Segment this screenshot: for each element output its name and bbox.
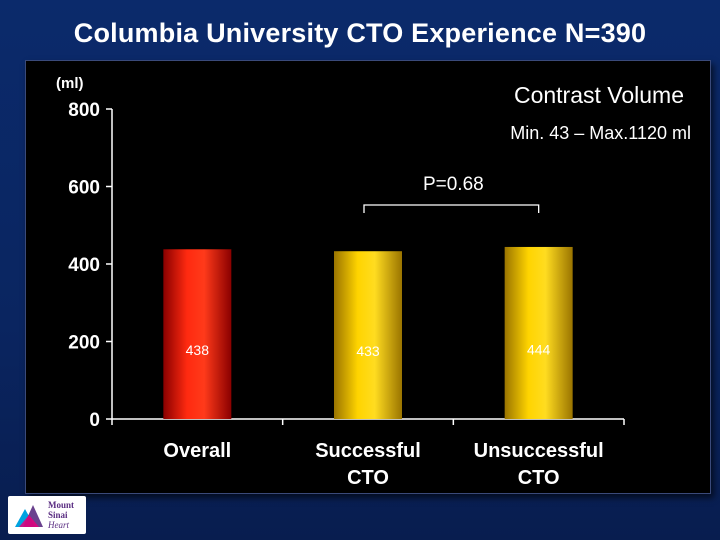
bar-2 xyxy=(504,246,573,419)
p-value-annotation: P=0.68 xyxy=(423,174,484,195)
data-label: 433 xyxy=(356,343,380,359)
y-tick-label: 0 xyxy=(89,410,100,431)
mount-sinai-logo: Mount Sinai Heart xyxy=(8,496,86,534)
logo-text: Mount Sinai Heart xyxy=(48,500,74,530)
bar-0 xyxy=(163,249,232,419)
y-tick-label: 800 xyxy=(68,100,100,121)
logo-line-1: Mount xyxy=(48,500,75,510)
bar-chart: 0 200 400 600 800 438 Overall 433 Successful CTO… xyxy=(56,75,691,489)
chart-subtitle: Min. 43 – Max.1120 ml xyxy=(510,123,691,143)
x-tick-label: CTO xyxy=(347,467,389,489)
logo-mark-icon xyxy=(15,505,43,527)
data-label: 438 xyxy=(186,342,210,358)
significance-bracket xyxy=(363,204,540,213)
logo-line-3: Heart xyxy=(48,520,69,530)
data-label: 444 xyxy=(527,341,551,357)
bar-1 xyxy=(334,251,402,419)
y-tick-label: 200 xyxy=(68,333,100,354)
chart-panel: 0 200 400 600 800 438 Overall 433 Successful CTO… xyxy=(25,60,711,494)
x-tick-label: Unsuccessful xyxy=(474,440,604,462)
y-tick-label: 400 xyxy=(68,255,100,276)
logo-line-2: Sinai xyxy=(48,510,68,520)
y-axis-label: (ml) xyxy=(56,75,84,92)
x-tick-label: Overall xyxy=(163,440,231,462)
x-tick-label: Successful xyxy=(315,440,421,462)
y-tick-label: 600 xyxy=(68,178,100,199)
x-tick-label: CTO xyxy=(518,467,560,489)
slide-title: Columbia University CTO Experience N=390 xyxy=(73,18,647,48)
chart-title: Contrast Volume xyxy=(514,82,684,108)
